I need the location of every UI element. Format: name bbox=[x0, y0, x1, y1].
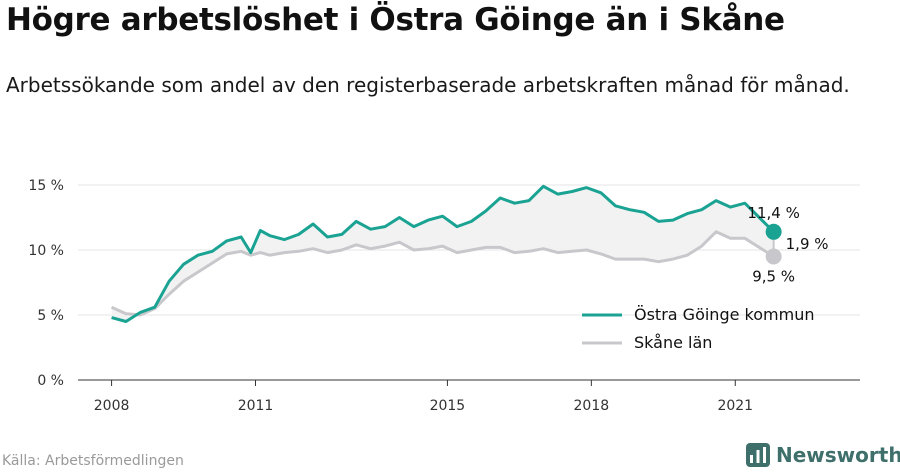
end-label-skane: 9,5 % bbox=[752, 268, 795, 286]
brand-name: Newsworthy bbox=[776, 443, 900, 467]
difference-area bbox=[111, 186, 774, 322]
newsworthy-logo-icon bbox=[746, 443, 770, 467]
x-tick-label: 2011 bbox=[238, 398, 274, 414]
x-tick-label: 2021 bbox=[717, 398, 753, 414]
difference-band bbox=[111, 186, 774, 322]
x-tick-label: 2015 bbox=[430, 398, 466, 414]
legend-label: Skåne län bbox=[634, 333, 712, 352]
x-tick-label: 2008 bbox=[94, 398, 130, 414]
y-tick-label: 0 % bbox=[37, 373, 64, 389]
chart-subtitle: Arbetssökande som andel av den registerb… bbox=[6, 73, 850, 97]
series-line-ostra-goinge bbox=[111, 184, 775, 323]
legend-label: Östra Göinge kommun bbox=[634, 305, 814, 324]
legend: Östra Göinge kommun Skåne län bbox=[582, 305, 814, 352]
series-line-skane bbox=[110, 230, 775, 317]
end-markers: 11,4 % 9,5 % 1,9 % bbox=[747, 204, 828, 286]
end-label-ostra-goinge: 11,4 % bbox=[747, 204, 799, 222]
axes: 0 % 5 % 10 % 15 % 2008 2011 2015 2018 2021 bbox=[28, 178, 860, 414]
difference-label: 1,9 % bbox=[786, 235, 829, 253]
y-tick-label: 10 % bbox=[28, 243, 64, 259]
chart-title: Högre arbetslöshet i Östra Göinge än i S… bbox=[6, 2, 785, 38]
end-point-skane bbox=[765, 248, 782, 265]
series-lines bbox=[110, 184, 775, 323]
brand-logo: Newsworthy bbox=[746, 441, 900, 469]
source-note: Källa: Arbetsförmedlingen bbox=[2, 453, 184, 469]
x-tick-label: 2018 bbox=[574, 398, 610, 414]
end-point-ostra-goinge bbox=[765, 223, 782, 240]
y-tick-label: 15 % bbox=[28, 178, 64, 194]
y-tick-label: 5 % bbox=[37, 308, 64, 324]
